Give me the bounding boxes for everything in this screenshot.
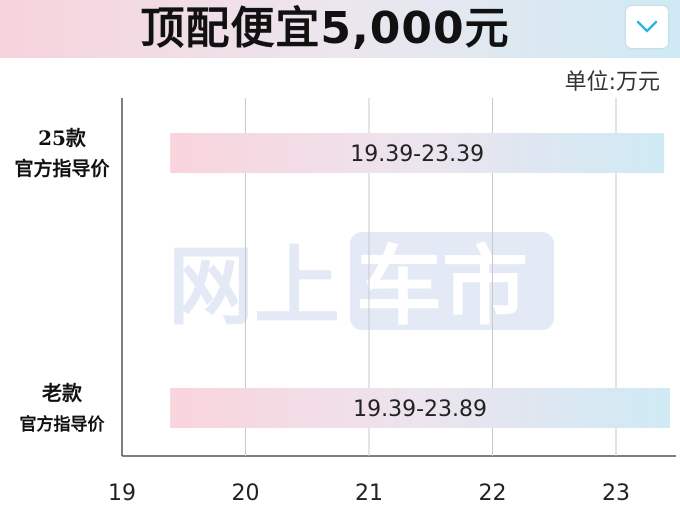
range-bar bbox=[170, 388, 671, 428]
category-label-line2: 官方指导价 bbox=[14, 157, 110, 180]
x-tick-label: 23 bbox=[602, 481, 630, 506]
page-title: 顶配便宜5,000元 bbox=[140, 3, 510, 54]
unit-label: 单位:万元 bbox=[564, 70, 660, 95]
dropdown-button[interactable] bbox=[626, 6, 668, 48]
watermark-logo: 网上 车市 bbox=[168, 232, 554, 332]
watermark-box bbox=[350, 232, 554, 330]
category-label-line1: 老款 bbox=[42, 381, 83, 405]
range-bar-label: 19.39-23.89 bbox=[353, 397, 487, 422]
watermark-text-1: 网上 bbox=[168, 237, 340, 332]
x-tick-label: 19 bbox=[108, 481, 136, 506]
bars bbox=[170, 133, 671, 428]
range-bar bbox=[170, 133, 665, 173]
category-label-line2: 官方指导价 bbox=[20, 414, 106, 435]
category-label-line1: 25款 bbox=[38, 126, 87, 150]
watermark-text-2: 车市 bbox=[356, 237, 528, 332]
x-tick-label: 22 bbox=[479, 481, 507, 506]
x-tick-label: 20 bbox=[232, 481, 260, 506]
chevron-down-icon bbox=[636, 20, 658, 33]
range-bar-label: 19.39-23.39 bbox=[350, 142, 484, 167]
title-bar: 顶配便宜5,000元 bbox=[0, 0, 680, 58]
x-tick-label: 21 bbox=[355, 481, 383, 506]
